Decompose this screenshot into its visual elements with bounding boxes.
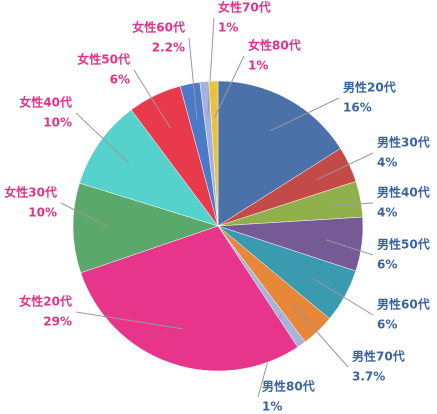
pie-slice xyxy=(80,225,299,372)
pie-slice xyxy=(208,80,219,227)
slice-value-label: 29% xyxy=(43,315,72,329)
slice-value-label: 10% xyxy=(28,206,57,220)
slice-value-label: 4% xyxy=(377,156,397,170)
slice-value-label: 1% xyxy=(262,400,282,414)
slice-value-label: 6% xyxy=(377,258,397,272)
slice-label: 男性60代 xyxy=(377,297,430,312)
leader-line xyxy=(312,278,374,316)
slice-value-label: 16% xyxy=(343,101,372,115)
slice-value-label: 6% xyxy=(110,73,130,87)
slice-label: 女性40代 xyxy=(19,95,72,110)
leader-line xyxy=(324,202,374,207)
leader-line xyxy=(207,17,215,118)
leader-line xyxy=(188,37,198,120)
leader-line xyxy=(133,69,171,129)
leader-line xyxy=(292,304,349,368)
leader-line xyxy=(316,152,374,181)
slice-label: 女性70代 xyxy=(218,0,271,15)
leader-line xyxy=(270,97,340,132)
slice-label: 女性60代 xyxy=(132,20,185,35)
slice-label: 女性80代 xyxy=(248,38,301,53)
leader-line xyxy=(214,55,245,118)
slice-value-label: 2.2% xyxy=(152,41,185,55)
slice-label: 男性30代 xyxy=(377,135,430,150)
pie-slice xyxy=(217,80,341,227)
slice-label: 女性20代 xyxy=(19,294,72,309)
slice-label: 女性30代 xyxy=(4,185,57,200)
leader-line xyxy=(75,311,183,330)
slice-value-label: 3.7% xyxy=(352,370,385,384)
slice-label: 男性20代 xyxy=(343,80,396,95)
slice-value-label: 1% xyxy=(218,21,238,35)
slice-label: 女性50代 xyxy=(77,52,130,67)
leader-line xyxy=(325,239,374,256)
slice-value-label: 10% xyxy=(43,116,72,130)
pie-slice xyxy=(79,109,219,227)
leader-line xyxy=(75,112,130,164)
slice-value-label: 1% xyxy=(248,59,268,73)
slice-label: 男性70代 xyxy=(352,349,405,364)
slice-label: 男性80代 xyxy=(262,379,315,394)
leader-line xyxy=(60,202,110,228)
slice-label: 男性40代 xyxy=(377,185,430,200)
slice-value-label: 4% xyxy=(377,206,397,220)
slice-value-label: 6% xyxy=(377,318,397,332)
slice-label: 男性50代 xyxy=(377,237,430,252)
pie-slice xyxy=(72,182,219,274)
